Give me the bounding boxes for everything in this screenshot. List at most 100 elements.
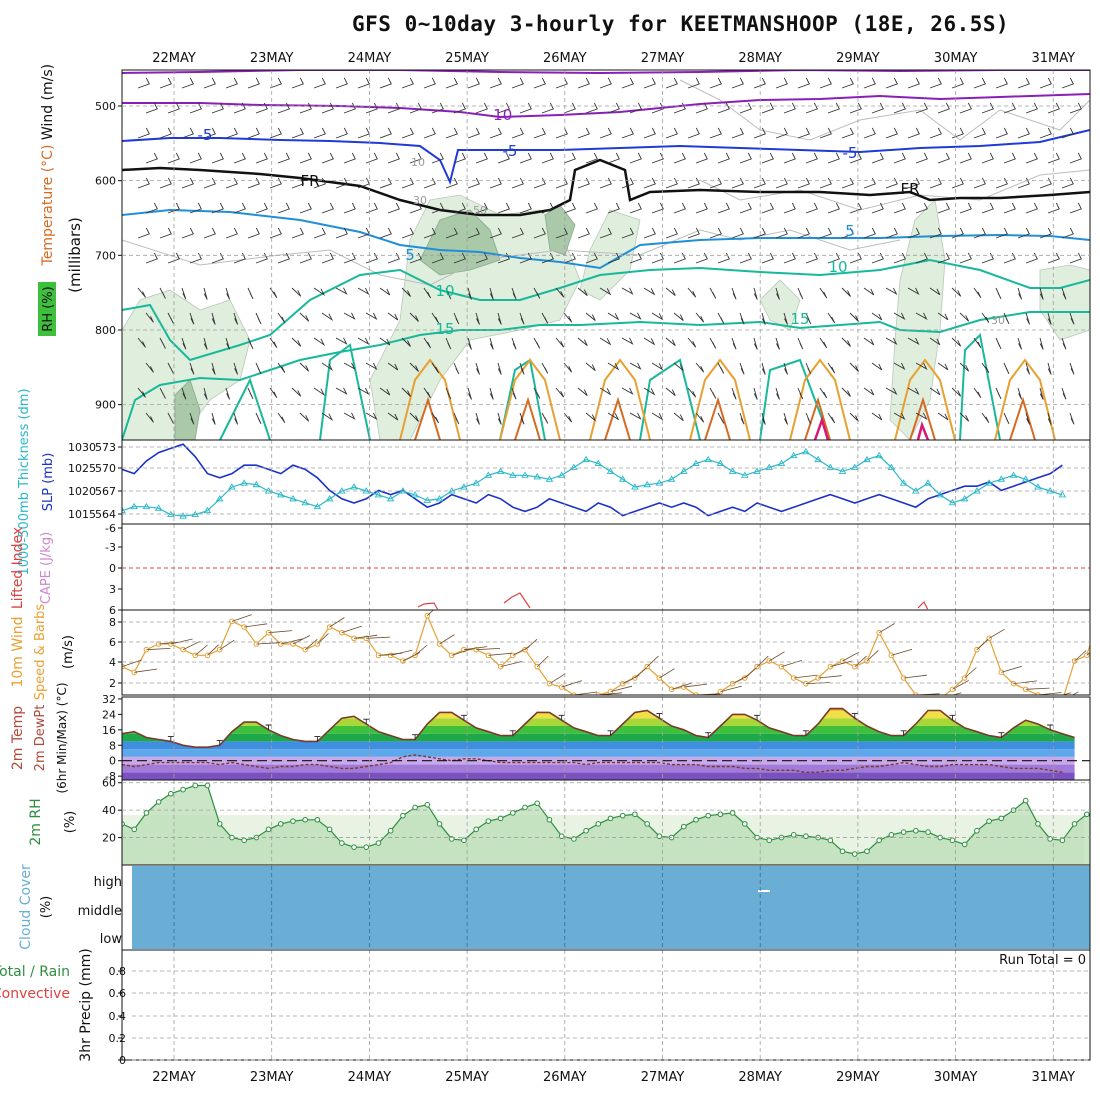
slp-right-tick: 1020 [68,485,96,498]
wind-barb [189,312,195,325]
wind-barb [445,227,458,239]
wind-barb [299,202,312,214]
axis-labels: 22MAY 22MAY 23MAY 23MAY 24MAY 24MAY 25MAY 25MAY… [0,51,1086,1085]
wind-barb [753,227,766,239]
wind-barb [541,252,554,264]
wind-barb [863,387,875,396]
wind-barb [453,412,460,425]
wind-barb [203,287,208,300]
rh-point [143,810,150,816]
wind-barb [893,362,906,371]
wind-barb [467,287,472,300]
thickness-point [777,459,786,467]
wind-barb [739,252,752,264]
thickness-point [1034,483,1042,490]
wind-barb [1025,362,1031,375]
thickness-point [423,496,432,503]
wind-barb [445,177,458,189]
wind-barb [665,177,678,189]
wind-barb [863,337,875,346]
wind-barb [401,387,411,397]
tick-label: 40 [102,804,116,817]
wind-barb [871,102,884,114]
wind-barb [673,412,684,421]
wind-barb-10m [390,649,413,656]
rh-point [461,837,467,844]
wind-barb [167,102,180,114]
slp-thickness-panel [122,443,1067,519]
wind10-subtitle: Speed & Barbs [33,604,48,701]
wind-barb [665,387,676,396]
thickness-line [122,451,1063,517]
wind-barb [277,312,286,324]
wind-barb [893,312,906,321]
wind-barb [827,252,840,264]
wind-barb [893,252,906,264]
rh-point [473,826,479,833]
wind-barb [401,77,414,89]
wind-barb [709,177,722,189]
wind-barb [247,77,260,89]
wind-barb [379,337,391,346]
wind-barb [973,287,982,299]
minmax-marker [754,714,761,721]
minmax-marker [607,730,614,736]
wind-barb [181,177,194,189]
wind-barb [321,362,334,372]
wind-barb [973,387,982,399]
wind-barb [255,202,268,214]
wind-barb [607,252,620,264]
wind-barb [181,127,194,139]
lifted-index-title: Lifted Index [10,527,26,609]
wind-barb [379,127,392,139]
rh-point [729,810,736,816]
wind-barb [467,337,472,350]
wind-barb [651,252,664,264]
wind-barb [1061,127,1074,139]
panel-frames [38,69,1091,1061]
wind-barb [299,412,310,422]
wind-barb [973,77,986,89]
bottom-date-label: 23MAY [250,1070,294,1085]
tick-label: 4 [109,656,116,669]
lifted-index-line [417,602,439,611]
wind-barb [673,312,684,321]
bottom-date-label: 26MAY [543,1070,587,1085]
wind-barb [1025,102,1038,114]
rh-point [693,816,699,823]
rh-panel [122,782,1090,865]
rh-legend-swatch [38,282,56,336]
wind-barb [541,102,554,114]
wind-barb [145,152,158,164]
wind-barb [1039,227,1052,239]
wind-barb [225,77,238,89]
wind-barb-10m [683,683,708,688]
wind-barb [673,152,686,164]
bottom-date-label: 30MAY [934,1070,978,1085]
wind-barb [269,337,278,349]
thickness-point [142,502,151,510]
wind-barb [233,102,246,114]
wind-barb [995,227,1008,239]
wind-barb-10m [476,648,501,651]
wind-barb [137,287,146,298]
wind-barb [775,287,780,300]
wind-barb-10m [1025,687,1050,690]
temp-bands [122,708,1075,780]
wind-barb [343,412,356,420]
thickness-point [533,473,542,480]
rh-point [717,811,724,818]
thickness-point [338,487,346,494]
wind-barb-10m [1086,651,1090,656]
wind-barb [555,337,565,348]
thickness-point [985,479,993,486]
wind-barb [651,412,664,421]
wind-barb [621,337,634,345]
wind10-unit: (m/s) [61,635,76,669]
wind-barb [489,337,494,350]
wind-barb [849,362,859,372]
wind-barb [401,337,411,347]
thickness-point [399,487,407,494]
rh-point [363,844,370,850]
